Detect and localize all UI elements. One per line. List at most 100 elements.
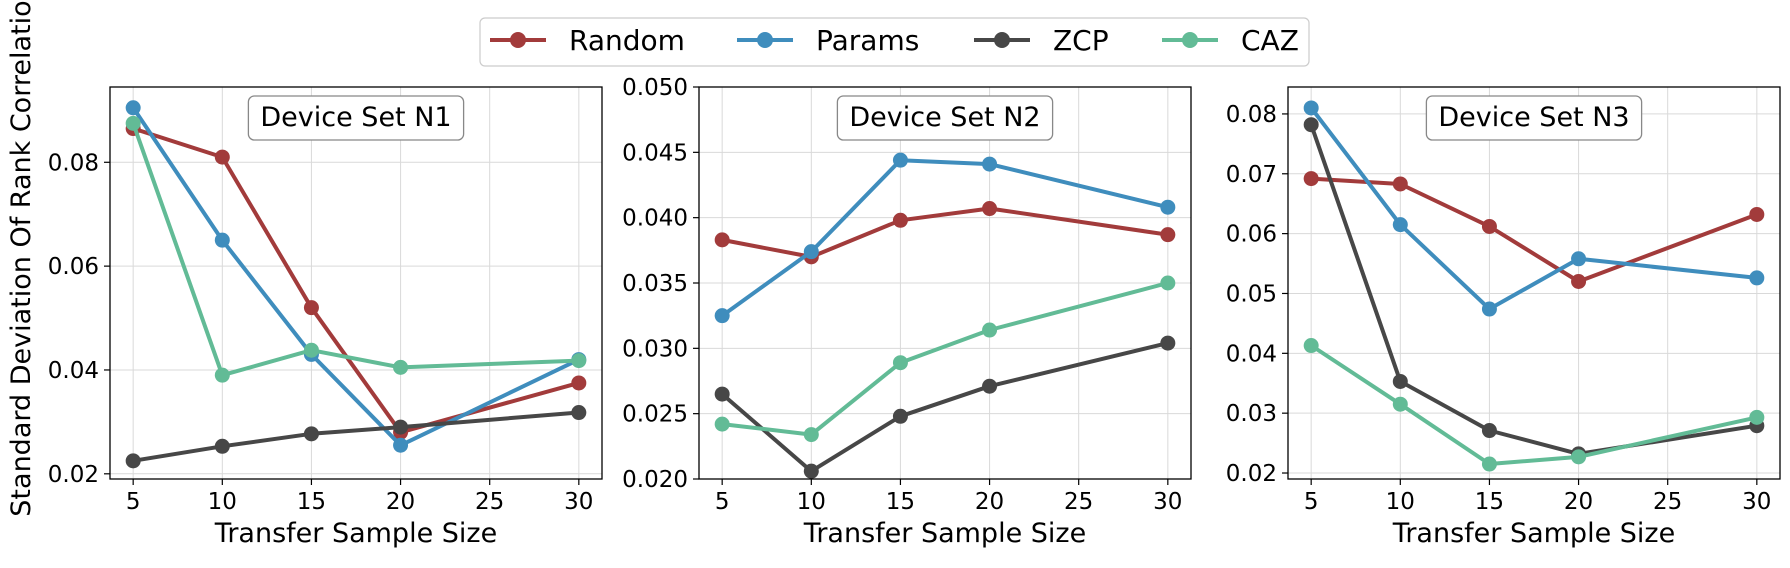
legend-marker — [994, 32, 1010, 48]
data-point-zcp — [125, 453, 141, 469]
data-point-zcp — [214, 438, 230, 454]
data-point-random — [892, 212, 908, 228]
data-point-params — [714, 308, 730, 324]
panel-title: Device Set N2 — [849, 102, 1040, 133]
chart-panel-1: 5 10 15 20 25 30 0.02 0.04 0.06 0.08 Device Set N1… — [48, 86, 603, 549]
chart-panel-3: 5 10 15 20 25 30 0.02 0.03 0.04 0.05 0.06 0.07 0.08 D… — [1226, 86, 1781, 549]
y-tick-label: 0.04 — [1226, 341, 1277, 367]
data-point-params — [803, 244, 819, 260]
legend: Random Params ZCP CAZ — [479, 17, 1310, 67]
legend-entry-zcp: ZCP — [974, 24, 1109, 57]
y-tick-label: 0.05 — [1226, 281, 1277, 307]
chart-panel-2: 5 10 15 20 25 30 0.020 0.025 0.030 0.035 0.040 0.04… — [622, 75, 1192, 549]
plot-frame — [1287, 86, 1781, 480]
y-tick-label: 0.030 — [622, 336, 688, 362]
data-point-caz — [714, 416, 730, 432]
x-tick-label: 25 — [475, 489, 504, 515]
data-point-zcp — [1303, 117, 1319, 133]
data-point-params — [982, 156, 998, 172]
x-tick-label: 10 — [1386, 489, 1415, 515]
x-tick-label: 15 — [1475, 489, 1504, 515]
data-point-random — [1392, 176, 1408, 192]
series-caz — [125, 115, 587, 383]
series-line-params — [131, 106, 580, 448]
y-tick-label: 0.045 — [622, 140, 688, 166]
data-point-caz — [1749, 409, 1765, 425]
data-point-zcp — [892, 408, 908, 424]
legend-label: Params — [816, 24, 919, 57]
series-zcp — [714, 335, 1176, 479]
data-point-zcp — [303, 426, 319, 442]
data-point-caz — [1392, 396, 1408, 412]
data-point-params — [1392, 217, 1408, 233]
data-point-zcp — [571, 405, 587, 421]
x-tick-label: 20 — [975, 489, 1004, 515]
data-point-caz — [1571, 449, 1587, 465]
data-point-caz — [393, 359, 409, 375]
data-point-caz — [125, 115, 141, 131]
legend-entry-random: Random — [490, 24, 685, 57]
panel-title-box: Device Set N3 — [1425, 95, 1643, 141]
series-random — [125, 121, 587, 440]
series-caz — [1303, 338, 1765, 472]
data-point-random — [214, 149, 230, 165]
data-point-caz — [214, 367, 230, 383]
series-line-zcp — [720, 341, 1169, 474]
x-tick-label: 5 — [715, 489, 730, 515]
x-axis-label: Transfer Sample Size — [1392, 518, 1675, 549]
data-point-params — [214, 232, 230, 248]
x-axis-label: Transfer Sample Size — [214, 518, 497, 549]
data-point-zcp — [1160, 335, 1176, 351]
y-tick-label: 0.025 — [622, 402, 688, 428]
series-zcp — [125, 405, 587, 469]
data-point-random — [714, 232, 730, 248]
data-point-random — [1571, 274, 1587, 290]
shared-y-axis-label: Standard Deviation Of Rank Correlation — [6, 0, 37, 517]
y-tick-label: 0.08 — [1226, 102, 1277, 128]
x-tick-label: 30 — [564, 489, 593, 515]
grid — [110, 87, 602, 479]
y-tick-label: 0.040 — [622, 206, 688, 232]
legend-label: Random — [569, 24, 685, 57]
x-tick-label: 15 — [886, 489, 915, 515]
data-point-random — [1481, 218, 1497, 234]
y-tick-label: 0.06 — [1226, 222, 1277, 248]
panel-title: Device Set N1 — [260, 102, 451, 133]
y-tick-label: 0.03 — [1226, 401, 1277, 427]
data-point-caz — [1481, 456, 1497, 472]
data-point-random — [1303, 171, 1319, 187]
x-tick-label: 15 — [297, 489, 326, 515]
panel-title-box: Device Set N1 — [247, 95, 465, 141]
legend-label: ZCP — [1053, 24, 1109, 57]
panel-title: Device Set N3 — [1438, 102, 1629, 133]
data-point-caz — [303, 342, 319, 358]
x-tick-label: 20 — [386, 489, 415, 515]
series-random — [1303, 171, 1765, 290]
data-point-zcp — [803, 463, 819, 479]
data-point-random — [571, 375, 587, 391]
series-params — [714, 152, 1176, 324]
y-tick-label: 0.07 — [1226, 162, 1277, 188]
x-tick-label: 10 — [208, 489, 237, 515]
x-tick-label: 5 — [126, 489, 141, 515]
data-point-zcp — [714, 386, 730, 402]
legend-marker — [1182, 32, 1198, 48]
series-line-caz — [131, 122, 579, 378]
series-params — [1303, 100, 1765, 317]
data-point-params — [1481, 301, 1497, 317]
plot-frame — [109, 86, 603, 480]
data-point-random — [303, 300, 319, 316]
series-line-zcp — [132, 410, 579, 463]
data-point-caz — [982, 322, 998, 338]
y-tick-label: 0.06 — [48, 254, 99, 280]
data-point-zcp — [393, 419, 409, 435]
y-tick-label: 0.02 — [1226, 461, 1277, 487]
legend-marker — [757, 32, 773, 48]
series-line-random — [721, 206, 1169, 259]
x-tick-label: 25 — [1653, 489, 1682, 515]
x-axis-label: Transfer Sample Size — [803, 518, 1086, 549]
legend-entry-params: Params — [737, 24, 919, 57]
legend-entry-caz: CAZ — [1162, 24, 1299, 57]
